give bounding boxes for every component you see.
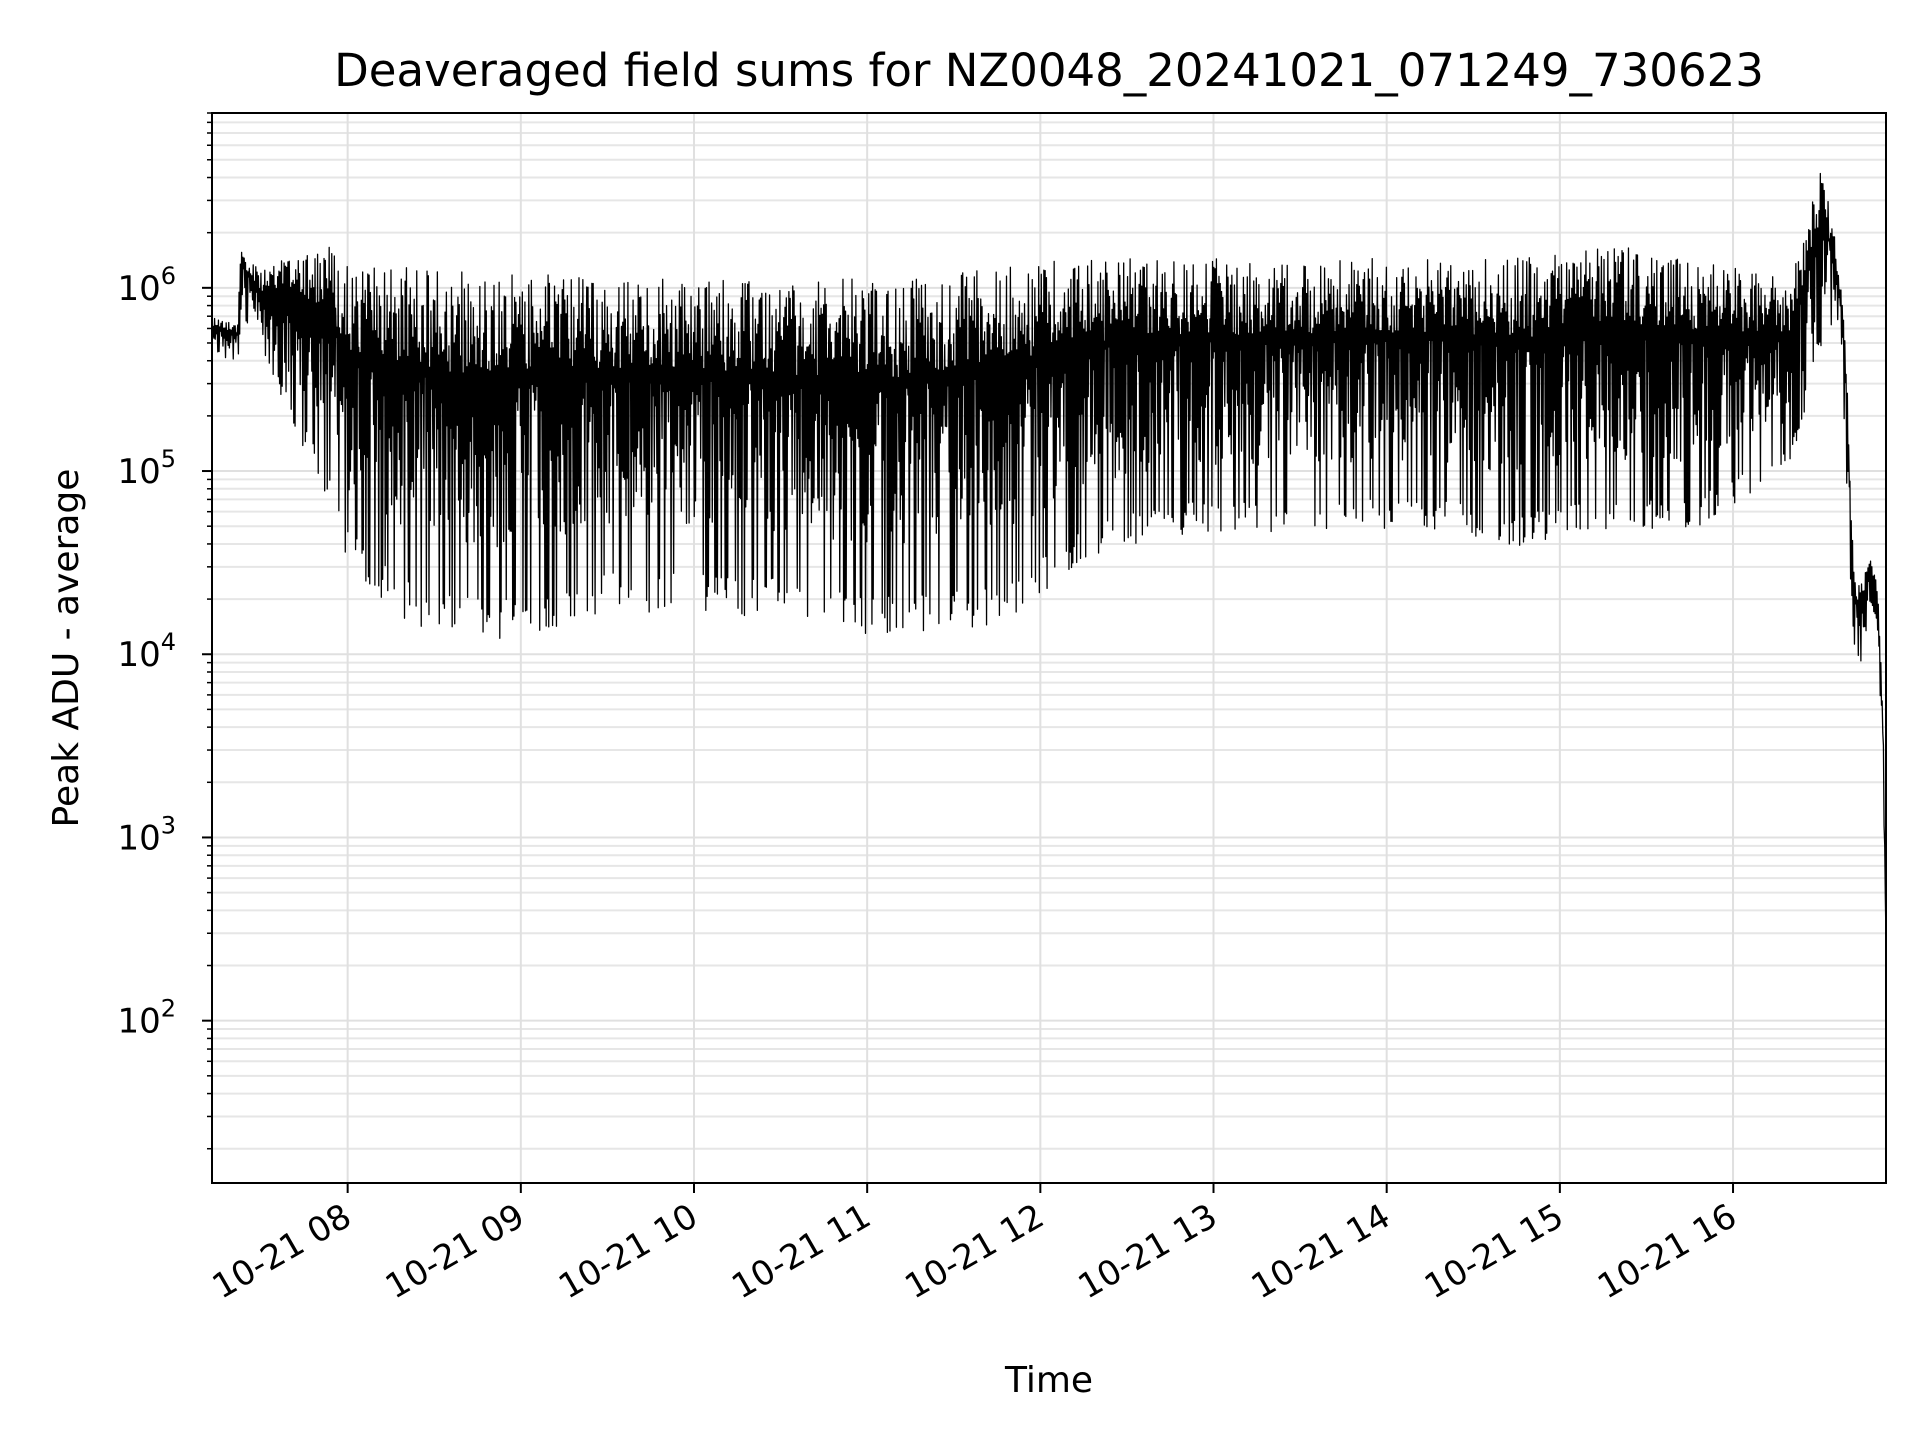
y-tick-label: 104 — [117, 628, 176, 675]
plot-area — [212, 172, 1886, 940]
plot-frame — [211, 112, 1887, 1184]
y-tick-label: 106 — [117, 262, 176, 309]
y-tick-label: 102 — [117, 995, 176, 1042]
y-axis-label: Peak ADU - average — [46, 469, 87, 828]
series-line — [212, 172, 1886, 940]
x-axis-label: Time — [1004, 1360, 1093, 1401]
y-tick-label: 105 — [117, 445, 176, 492]
chart-title: Deaveraged field sums for NZ0048_2024102… — [334, 44, 1764, 97]
y-tick-label: 103 — [117, 811, 176, 858]
